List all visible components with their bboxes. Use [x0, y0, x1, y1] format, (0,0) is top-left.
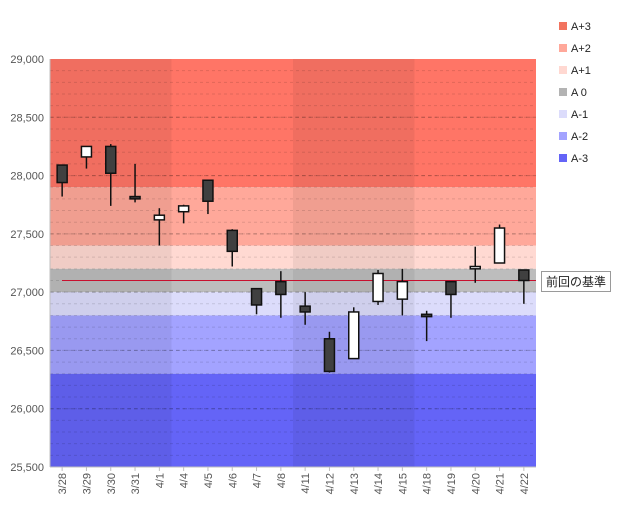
band-aminus2 — [50, 315, 536, 374]
legend-swatch — [559, 66, 567, 74]
x-tick-label: 4/1 — [154, 473, 166, 488]
x-tick-label: 3/28 — [57, 473, 69, 494]
x-tick-label: 4/4 — [179, 473, 191, 488]
candle-body — [445, 280, 457, 296]
week-shade-1 — [50, 59, 172, 467]
candle-body — [372, 272, 384, 303]
candle-body — [129, 195, 141, 200]
x-tick-label: 4/5 — [203, 473, 215, 488]
y-tick-label: 27,500 — [10, 229, 44, 241]
y-tick-label: 27,000 — [10, 287, 44, 299]
legend-swatch — [559, 22, 567, 30]
x-tick-label: 4/13 — [349, 473, 361, 494]
x-tick-label: 4/8 — [276, 473, 288, 488]
band-aplus3 — [50, 59, 536, 188]
y-tick-label: 26,000 — [10, 404, 44, 416]
candle-body — [56, 164, 68, 184]
x-tick-label: 4/19 — [446, 473, 458, 494]
legend-label: A-3 — [571, 153, 588, 165]
week-shade-3 — [293, 59, 415, 467]
y-tick-label: 26,500 — [10, 345, 44, 357]
x-tick-label: 3/29 — [81, 473, 93, 494]
candle-body — [469, 265, 481, 270]
legend-swatch — [559, 88, 567, 96]
candle-body — [250, 287, 263, 306]
legend-label: A+3 — [571, 21, 591, 33]
candle-body — [299, 305, 311, 313]
y-tick-label: 25,500 — [10, 462, 44, 474]
x-tick-label: 4/14 — [373, 473, 385, 494]
y-tick-label: 28,000 — [10, 171, 44, 183]
candle-body — [348, 311, 360, 360]
y-tick-label: 28,500 — [10, 112, 44, 124]
band-aminus1 — [50, 292, 536, 316]
x-tick-label: 4/11 — [300, 473, 312, 494]
y-tick-label: 29,000 — [10, 54, 44, 66]
legend-label: A 0 — [571, 87, 587, 99]
band-layer — [50, 59, 536, 467]
x-tick-label: 4/18 — [422, 473, 434, 494]
candle-body — [202, 179, 214, 202]
legend-swatch — [559, 154, 567, 162]
candle-body — [420, 313, 433, 318]
x-tick-label: 4/21 — [495, 473, 507, 494]
legend-label: A-2 — [571, 131, 588, 143]
candle-body — [275, 280, 287, 296]
candle-body — [396, 280, 409, 300]
y-axis: 25,500 26,000 26,500 27,000 27,500 28,000 28,5… — [10, 54, 51, 474]
x-tick-label: 4/7 — [252, 473, 264, 488]
x-tick-label: 4/12 — [324, 473, 336, 494]
legend: A+3 A+2 A+1 A 0 A-1 A-2 A-3 — [559, 21, 591, 165]
reference-label-box — [541, 271, 611, 292]
x-tick-label: 3/31 — [130, 473, 142, 494]
legend-label: A+1 — [571, 65, 591, 77]
candle-body — [323, 338, 336, 373]
candle-body — [226, 229, 238, 253]
candle-layer — [56, 144, 530, 373]
band-aminus3 — [50, 373, 536, 467]
candle-body — [518, 269, 530, 282]
legend-swatch — [559, 44, 567, 52]
x-tick-label: 4/20 — [470, 473, 482, 494]
week-shading-layer — [50, 59, 415, 467]
band-aplus1 — [50, 245, 536, 269]
legend-swatch — [559, 132, 567, 140]
x-tick-label: 3/30 — [106, 473, 118, 494]
legend-label: A+2 — [571, 43, 591, 55]
x-tick-label: 4/6 — [227, 473, 239, 488]
x-tick-label: 4/15 — [397, 473, 409, 494]
legend-label: A-1 — [571, 109, 588, 121]
candle-body — [80, 145, 93, 158]
x-tick-label: 4/22 — [519, 473, 531, 494]
candle-body — [177, 205, 190, 213]
x-axis: 3/28 3/29 3/30 3/31 4/1 4/4 4/5 4/6 4/7 4/8 4/11 4/… — [50, 466, 536, 494]
reference-line-layer: 前回の基準 — [62, 271, 611, 292]
candle-body — [153, 214, 166, 221]
reference-label: 前回の基準 — [546, 274, 606, 289]
candle-body — [493, 227, 506, 264]
legend-swatch — [559, 110, 567, 118]
candle-body — [105, 145, 117, 174]
